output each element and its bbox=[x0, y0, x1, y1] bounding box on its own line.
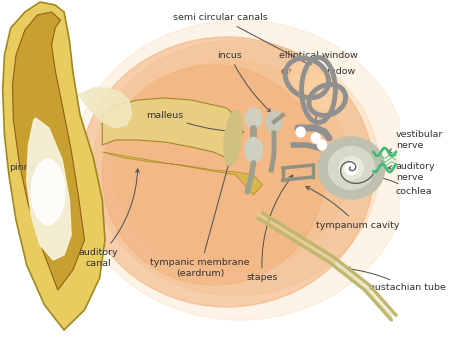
Polygon shape bbox=[3, 2, 105, 330]
Circle shape bbox=[296, 127, 305, 137]
Ellipse shape bbox=[31, 159, 65, 225]
Text: elliptical window: elliptical window bbox=[279, 50, 358, 116]
Text: stapes: stapes bbox=[247, 175, 293, 283]
Ellipse shape bbox=[225, 111, 242, 165]
Ellipse shape bbox=[307, 64, 330, 116]
Text: malleus: malleus bbox=[146, 110, 243, 134]
Text: tympanic membrane
(eardrum): tympanic membrane (eardrum) bbox=[150, 152, 250, 278]
Ellipse shape bbox=[245, 138, 262, 163]
Ellipse shape bbox=[246, 108, 261, 128]
Text: auditory
nerve: auditory nerve bbox=[388, 162, 436, 182]
Polygon shape bbox=[78, 88, 132, 128]
Text: tympanum cavity: tympanum cavity bbox=[306, 187, 399, 229]
Circle shape bbox=[318, 140, 326, 150]
Text: eustachian tube: eustachian tube bbox=[346, 267, 446, 293]
Ellipse shape bbox=[71, 20, 409, 320]
Ellipse shape bbox=[328, 146, 374, 189]
Ellipse shape bbox=[102, 65, 324, 285]
Ellipse shape bbox=[314, 90, 340, 110]
Text: semi circular canals: semi circular canals bbox=[173, 13, 312, 66]
Ellipse shape bbox=[339, 156, 364, 179]
Ellipse shape bbox=[92, 40, 379, 296]
Circle shape bbox=[345, 161, 358, 175]
Text: vestibular
nerve: vestibular nerve bbox=[388, 130, 443, 153]
Polygon shape bbox=[102, 98, 231, 162]
Polygon shape bbox=[13, 12, 85, 290]
Circle shape bbox=[311, 133, 320, 143]
Ellipse shape bbox=[266, 111, 282, 133]
Polygon shape bbox=[102, 152, 262, 195]
Text: pinna: pinna bbox=[9, 164, 38, 177]
Ellipse shape bbox=[318, 137, 385, 199]
Ellipse shape bbox=[80, 37, 374, 307]
Ellipse shape bbox=[290, 64, 323, 92]
Text: circular window: circular window bbox=[281, 68, 356, 131]
Ellipse shape bbox=[113, 61, 350, 271]
Text: auditory
canal: auditory canal bbox=[78, 169, 140, 268]
Text: cochlea: cochlea bbox=[373, 175, 432, 197]
Polygon shape bbox=[27, 118, 71, 260]
Text: incus: incus bbox=[217, 50, 271, 112]
